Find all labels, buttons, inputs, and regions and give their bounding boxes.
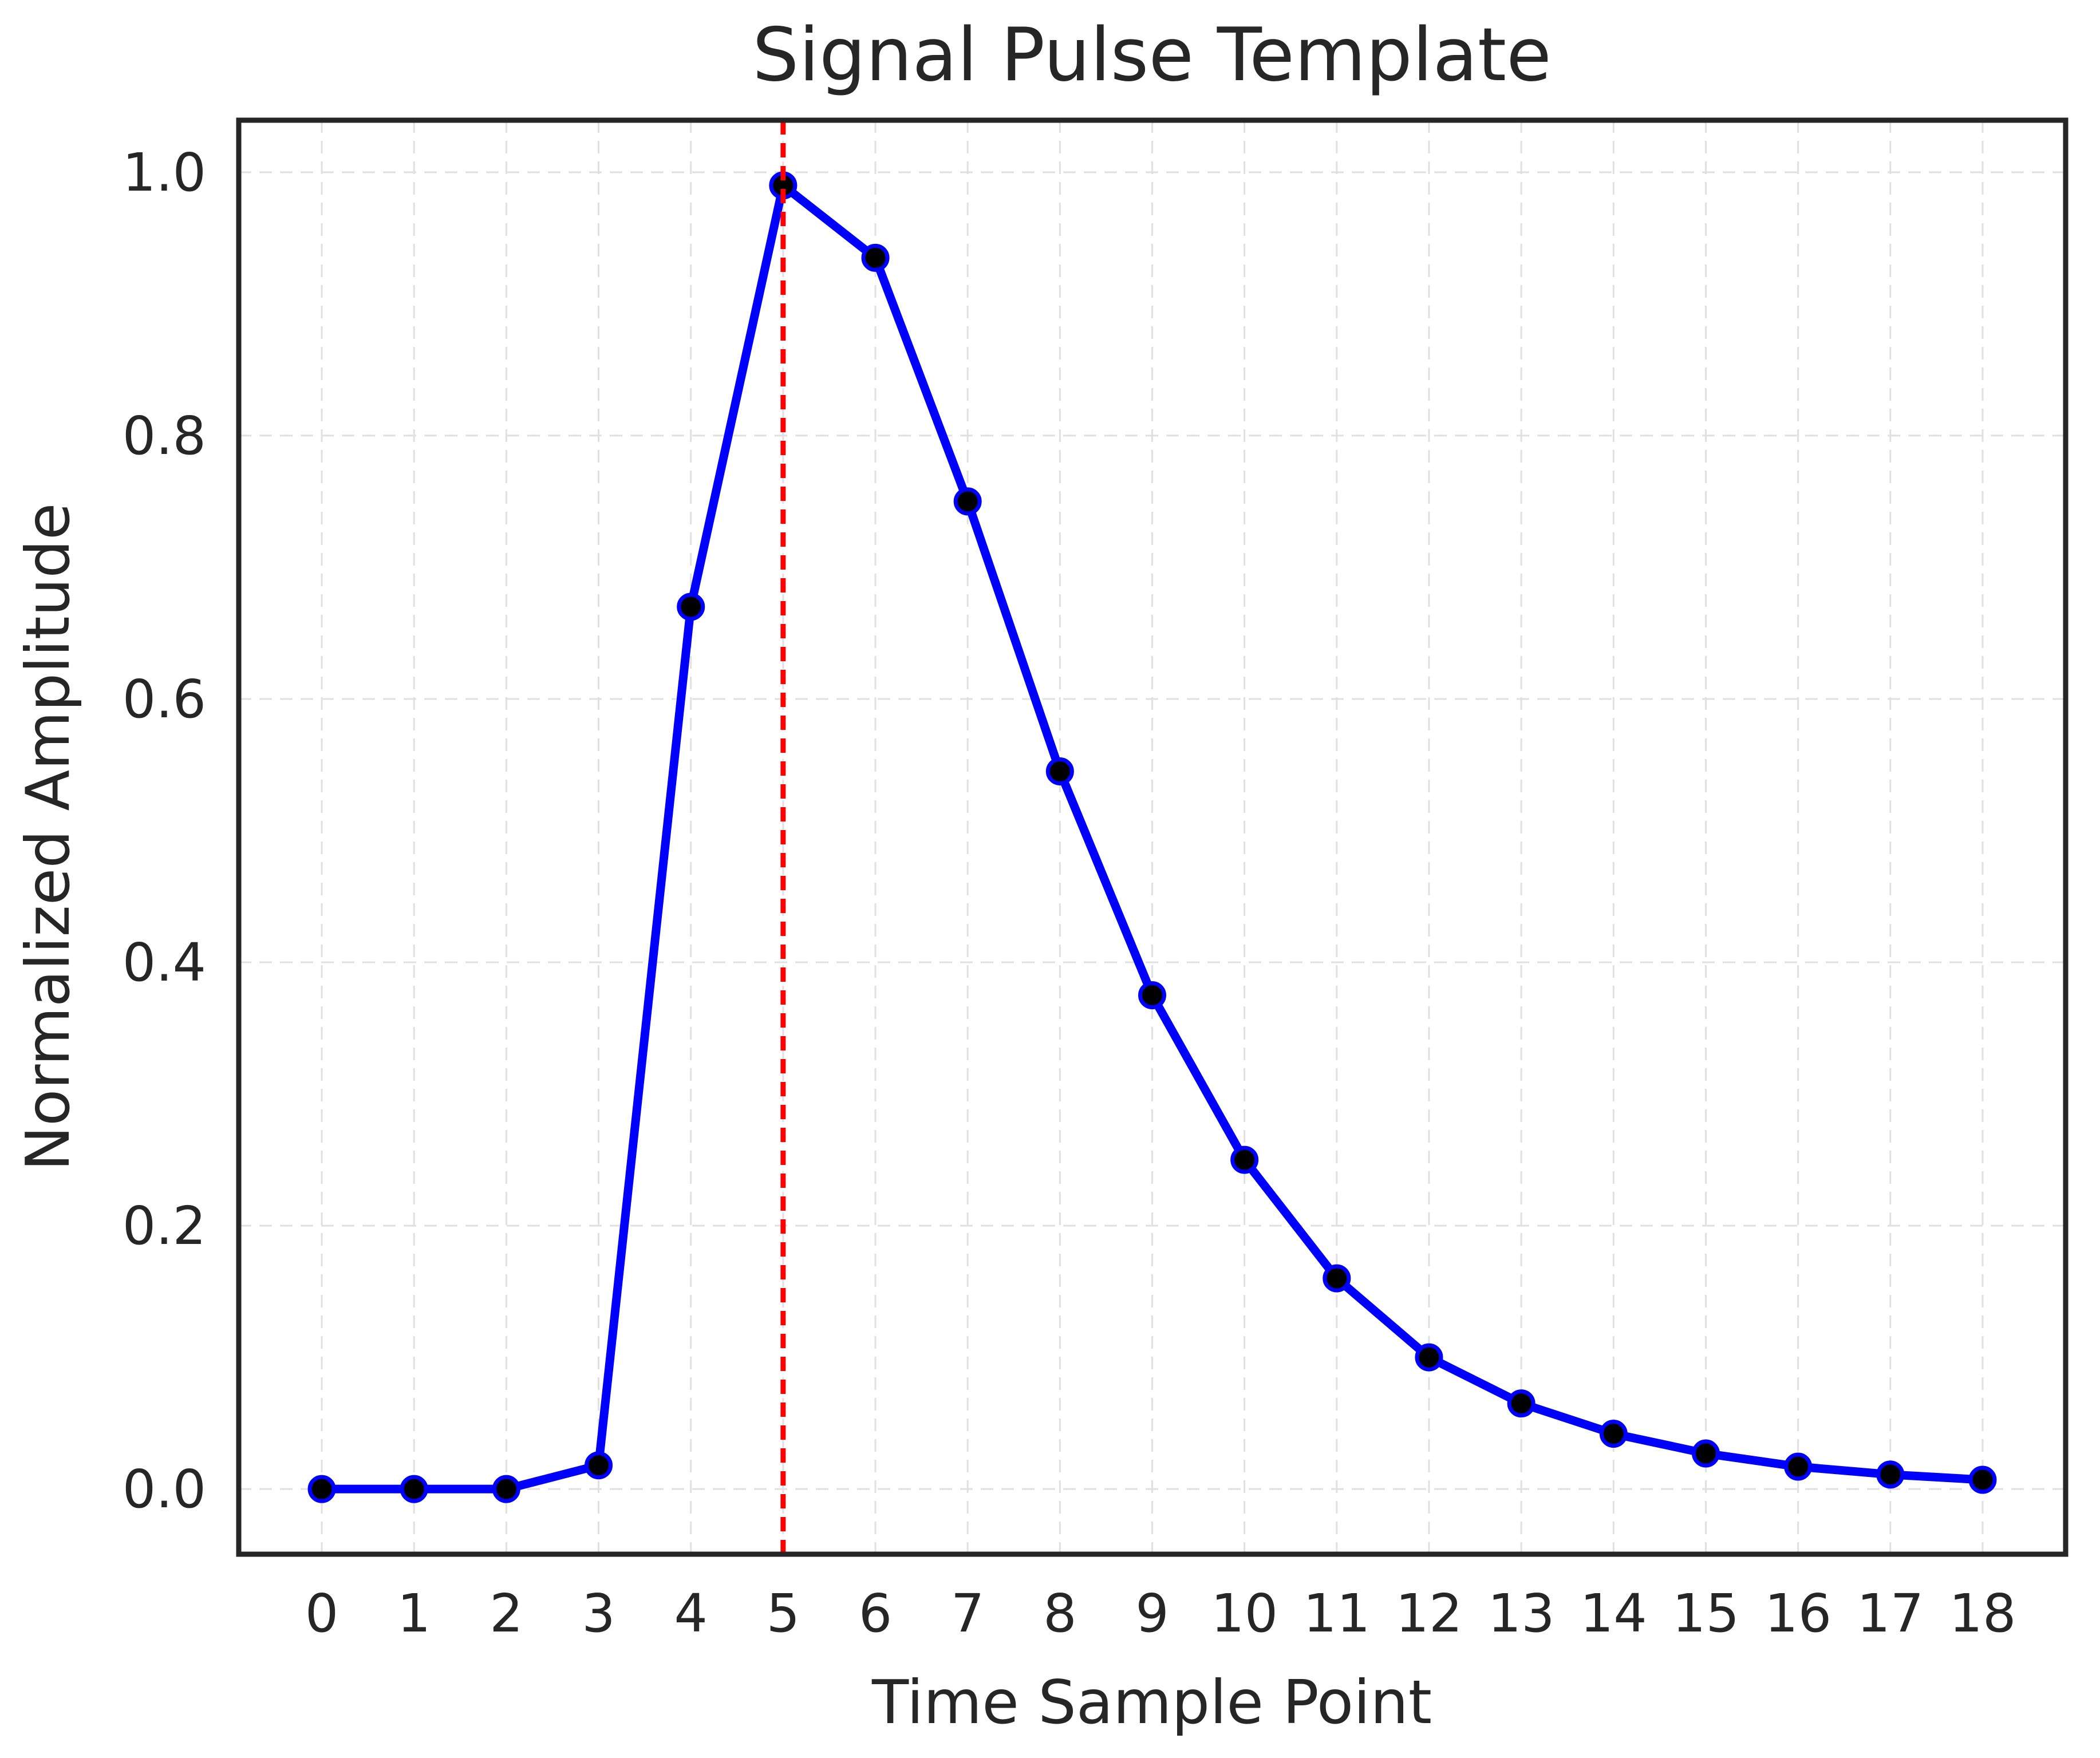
x-tick-label: 6 xyxy=(859,1583,893,1644)
y-tick-label: 1.0 xyxy=(123,142,206,203)
x-tick-label: 2 xyxy=(490,1583,523,1644)
y-axis-label: Normalized Amplitude xyxy=(13,503,83,1171)
data-point-marker xyxy=(1045,757,1074,785)
x-tick-label: 3 xyxy=(582,1583,615,1644)
data-point-marker xyxy=(400,1475,428,1503)
data-point-marker xyxy=(953,487,982,516)
data-point-marker xyxy=(1323,1264,1351,1293)
x-tick-label: 18 xyxy=(1949,1583,2016,1644)
grid-layer xyxy=(239,120,2066,1554)
x-tick-label: 8 xyxy=(1043,1583,1077,1644)
data-point-marker xyxy=(677,592,705,621)
data-point-marker xyxy=(492,1475,520,1503)
data-point-marker xyxy=(1230,1145,1259,1174)
x-tick-label: 13 xyxy=(1488,1583,1555,1644)
y-tick-label: 0.0 xyxy=(123,1459,206,1520)
data-point-markers xyxy=(307,171,1997,1503)
data-point-marker xyxy=(1691,1439,1720,1468)
data-point-marker xyxy=(1876,1460,1905,1489)
plot-border xyxy=(236,117,2069,1557)
x-tick-label: 0 xyxy=(305,1583,339,1644)
x-tick-label: 7 xyxy=(951,1583,985,1644)
data-point-marker xyxy=(1968,1465,1997,1494)
data-point-marker xyxy=(307,1475,336,1503)
x-tick-label: 14 xyxy=(1580,1583,1647,1644)
x-tick-label: 15 xyxy=(1672,1583,1739,1644)
x-tick-label: 10 xyxy=(1211,1583,1278,1644)
chart-title: Signal Pulse Template xyxy=(752,13,1552,98)
x-tick-label: 9 xyxy=(1135,1583,1169,1644)
y-tick-label: 0.2 xyxy=(123,1195,206,1257)
pulse-line-layer xyxy=(317,181,1987,1494)
x-tick-label: 5 xyxy=(767,1583,800,1644)
data-point-marker xyxy=(1599,1420,1628,1448)
x-tick-label: 16 xyxy=(1765,1583,1831,1644)
y-tick-labels: 0.0 0.2 0.4 0.6 0.8 1.0 xyxy=(123,142,206,1520)
x-tick-label: 1 xyxy=(397,1583,431,1644)
y-tick-label: 0.4 xyxy=(123,932,206,993)
data-point-marker xyxy=(1507,1389,1535,1418)
x-tick-label: 17 xyxy=(1857,1583,1924,1644)
y-tick-label: 0.6 xyxy=(123,669,206,730)
pulse-line xyxy=(317,181,1987,1494)
y-tick-label: 0.8 xyxy=(123,405,206,467)
x-tick-labels: 0 1 2 3 4 5 6 7 8 9 10 11 12 13 14 15 16 17 18 xyxy=(305,1583,2016,1644)
x-tick-label: 12 xyxy=(1395,1583,1462,1644)
x-tick-label: 4 xyxy=(674,1583,708,1644)
data-point-marker xyxy=(1415,1343,1443,1372)
data-point-marker xyxy=(861,243,890,272)
data-point-marker xyxy=(1784,1452,1813,1481)
x-axis-label: Time Sample Point xyxy=(871,1668,1432,1737)
data-point-marker xyxy=(585,1451,613,1480)
data-point-marker xyxy=(1138,981,1166,1010)
x-tick-label: 11 xyxy=(1303,1583,1370,1644)
